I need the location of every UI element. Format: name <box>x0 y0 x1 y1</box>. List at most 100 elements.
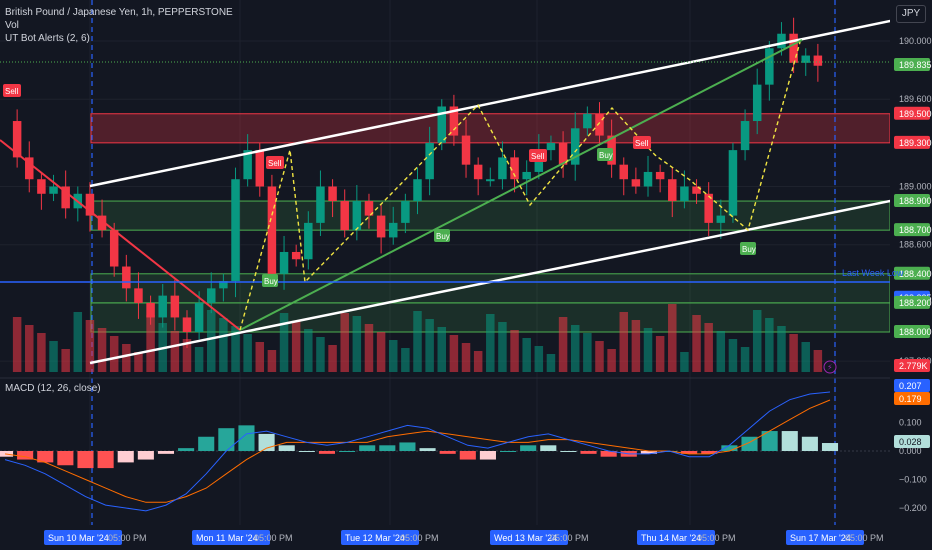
candle-body <box>425 142 434 180</box>
volume-bars <box>12 304 823 372</box>
macd-badge-label: 0.028 <box>899 437 922 447</box>
time-label-highlight <box>637 530 715 545</box>
candle-body <box>316 186 325 223</box>
candle-body <box>376 215 386 238</box>
macd-histogram-bar <box>520 445 537 451</box>
candle-body <box>243 150 252 180</box>
volume-bar <box>134 352 143 372</box>
volume-bar <box>437 327 447 372</box>
time-label-highlight <box>786 530 864 545</box>
candle-body <box>279 251 289 274</box>
volume-bar <box>413 311 422 372</box>
volume-bar <box>231 326 240 372</box>
candle-body <box>352 201 362 231</box>
candle-body <box>207 288 216 303</box>
buy-signal-badge <box>740 242 756 255</box>
candle-body <box>704 193 713 223</box>
volume-bar <box>595 341 604 372</box>
replay-icon[interactable] <box>823 360 837 374</box>
volume-bar <box>570 325 580 372</box>
time-label-highlight <box>341 530 419 545</box>
volume-bar <box>728 339 738 372</box>
volume-bar <box>740 347 750 372</box>
replay-icon-glyph: ⚡ <box>827 363 833 372</box>
candle-body <box>558 142 568 165</box>
volume-bar <box>243 334 252 372</box>
volume-bar <box>801 342 810 372</box>
time-label: 05:00 PM <box>697 533 736 543</box>
volume-bar <box>510 330 519 372</box>
time-axis[interactable]: Sun 10 Mar '24 05:00 PM Mon 11 Mar '2405:0… <box>0 525 890 550</box>
time-label: 05:00 PM <box>108 533 147 543</box>
volume-bar <box>194 347 204 372</box>
macd-pane <box>0 391 890 512</box>
candle-body <box>728 150 738 216</box>
volume-bar <box>498 322 507 372</box>
time-label: Mon 11 Mar '24 <box>196 533 258 543</box>
volume-bar <box>37 333 46 372</box>
volume-bar <box>607 349 616 372</box>
time-label: Tue 12 Mar '24 <box>345 533 405 543</box>
volume-badge-label: 2.779K <box>899 361 928 371</box>
macd-histogram-bar <box>761 431 778 451</box>
candle-body <box>231 179 240 282</box>
macd-histogram-bar <box>560 451 577 452</box>
time-label: Sun 17 Mar '24 <box>790 533 851 543</box>
volume-indicator-label[interactable]: Vol <box>5 20 19 31</box>
volume-bar <box>486 314 495 372</box>
candle-body <box>801 55 810 63</box>
macd-histogram-bar <box>359 445 376 451</box>
volume-bar <box>789 334 798 372</box>
volume-bar <box>692 315 701 372</box>
volume-bar <box>85 320 95 372</box>
downtrend-line[interactable] <box>0 139 241 331</box>
macd-histogram-bar <box>298 451 315 452</box>
macd-histogram-bar <box>640 451 657 454</box>
price-badge <box>894 295 930 309</box>
macd-tick-label: 0.000 <box>899 446 922 456</box>
time-label: Wed 13 Mar '24 <box>494 533 557 543</box>
macd-histogram-bar <box>580 451 597 454</box>
volume-bar <box>49 341 58 372</box>
candle-body <box>680 186 689 202</box>
candle-body <box>122 266 131 289</box>
volume-bar <box>182 339 192 372</box>
volume-bar <box>388 340 398 372</box>
macd-histogram-bar <box>137 451 154 460</box>
volume-bar <box>643 328 653 372</box>
price-tick-label: 190.000 <box>899 36 932 46</box>
ut-bot-indicator-label[interactable]: UT Bot Alerts (2, 6) <box>5 33 90 44</box>
volume-bar <box>376 332 386 372</box>
currency-button[interactable]: JPY <box>896 5 926 23</box>
volume-bar <box>534 346 544 372</box>
macd-tick-label: −0.200 <box>899 503 927 513</box>
macd-title[interactable]: MACD (12, 26, close) <box>5 383 101 394</box>
upper-channel-line[interactable] <box>89 18 896 188</box>
sell-signal-badge <box>3 84 21 97</box>
chart-legend: British Pound / Japanese Yen, 1h, PEPPER… <box>5 6 233 45</box>
candle-body <box>146 302 155 318</box>
time-axis-background <box>0 525 890 550</box>
price-axis[interactable]: 190.000189.600189.000188.600187.800189.8… <box>890 0 932 525</box>
candle-body <box>643 171 653 187</box>
symbol-title[interactable]: British Pound / Japanese Yen, 1h, PEPPER… <box>5 7 233 18</box>
time-label: 05:00 PM <box>550 533 589 543</box>
candle-body <box>97 215 107 231</box>
volume-bar <box>704 323 713 372</box>
price-badge <box>894 325 930 338</box>
volume-bar <box>12 317 22 372</box>
candle-body <box>61 186 70 209</box>
buy-signal-badge <box>434 229 450 242</box>
macd-tick-label: 0.100 <box>899 418 922 428</box>
sell-signal-label: Sell <box>531 152 545 161</box>
candle-body <box>716 215 726 223</box>
sell-signal-label: Sell <box>268 159 282 168</box>
macd-histogram-bar <box>17 451 34 460</box>
candle-body <box>340 201 349 231</box>
candle-body <box>401 201 410 223</box>
macd-tick-label: −0.100 <box>899 475 927 485</box>
buy-signal-badge <box>262 274 278 287</box>
macd-histogram-bar <box>37 451 54 463</box>
sell-signal-badge <box>529 149 547 162</box>
